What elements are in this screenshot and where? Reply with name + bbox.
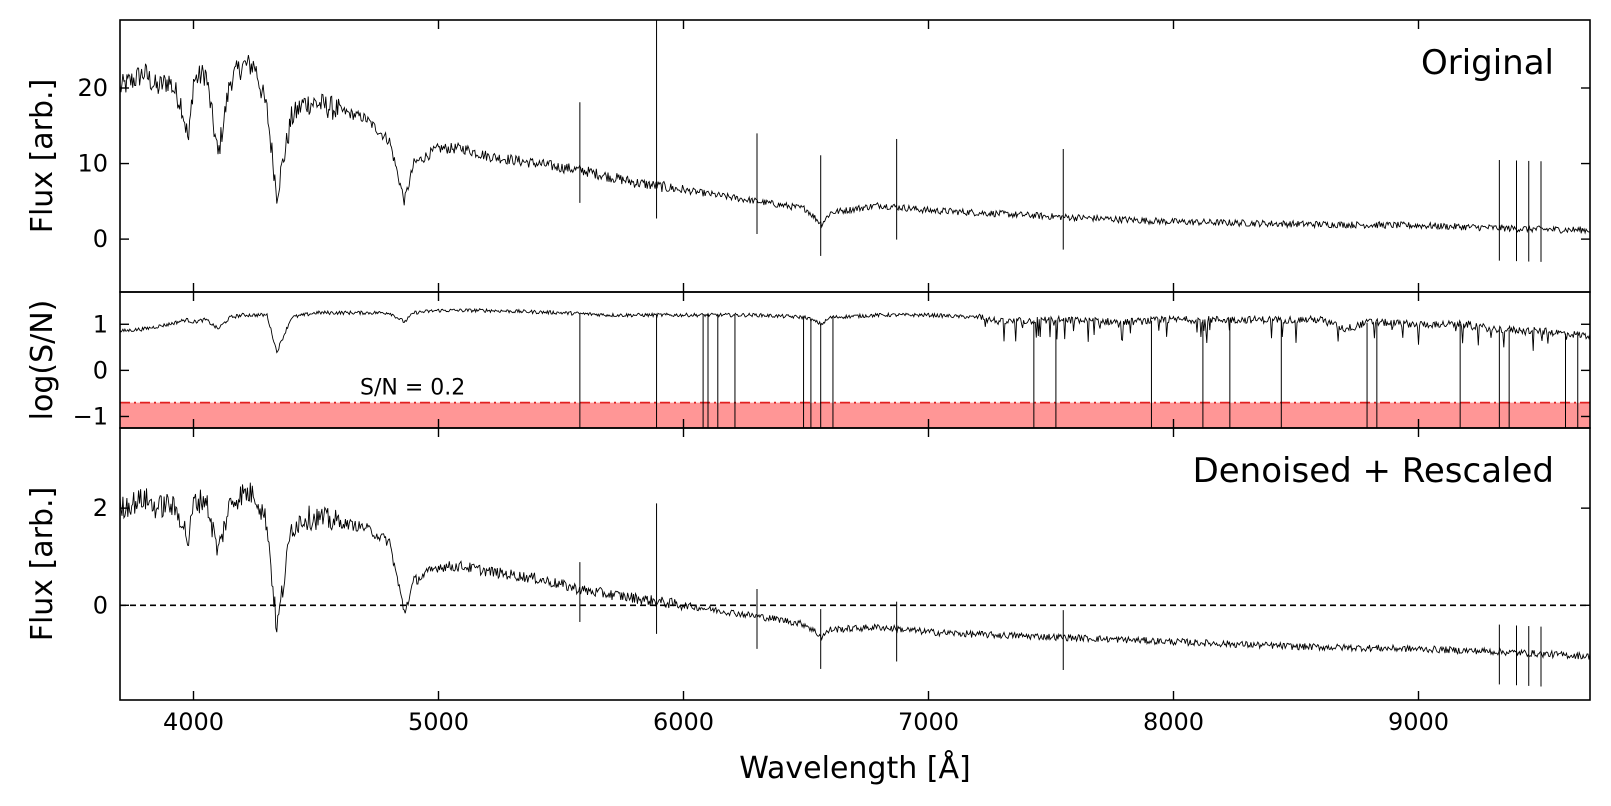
y-axis-label: log(S/N)	[25, 300, 60, 421]
y-tick-label: 0	[93, 356, 108, 384]
panel-title: Denoised + Rescaled	[1193, 451, 1554, 491]
y-tick-label: 2	[93, 494, 108, 522]
series-line-0	[120, 55, 1590, 235]
sn-threshold-label: S/N = 0.2	[360, 376, 465, 401]
y-tick-label: 0	[93, 225, 108, 253]
sn-threshold-shade	[120, 402, 1590, 428]
panel-log-sn: −1 0 1 log(S/N) S/N = 0.2	[25, 291, 1591, 430]
panel-original: 0 10 20 Flux [arb.] Original	[25, 19, 1591, 293]
series-line-0	[120, 307, 1590, 354]
x-tick-label: 7000	[898, 708, 959, 736]
y-axis-label: Flux [arb.]	[25, 79, 60, 234]
y-tick-label: −1	[73, 402, 108, 430]
plot-area	[120, 20, 1590, 262]
plot-frame	[119, 427, 1591, 701]
y-axis-label: Flux [arb.]	[25, 487, 60, 642]
plot-area	[120, 307, 1590, 428]
y-tick-label: 1	[93, 310, 108, 338]
series-line-0	[120, 482, 1590, 660]
y-tick-label: 0	[93, 591, 108, 619]
plot-frame	[119, 19, 1591, 293]
x-tick-label: 4000	[163, 708, 224, 736]
x-tick-label: 5000	[408, 708, 469, 736]
x-tick-label: 6000	[653, 708, 714, 736]
y-tick-label: 20	[77, 74, 108, 102]
x-tick-label: 8000	[1143, 708, 1204, 736]
x-axis-label: Wavelength [Å]	[739, 750, 970, 786]
plot-area	[120, 482, 1590, 687]
panel-title: Original	[1421, 43, 1554, 83]
panel-denoised: 4000 5000 6000 7000 8000 9000 0 2 Flux [arb.] Den…	[25, 427, 1591, 786]
y-tick-label: 10	[77, 150, 108, 178]
x-tick-label: 9000	[1388, 708, 1449, 736]
